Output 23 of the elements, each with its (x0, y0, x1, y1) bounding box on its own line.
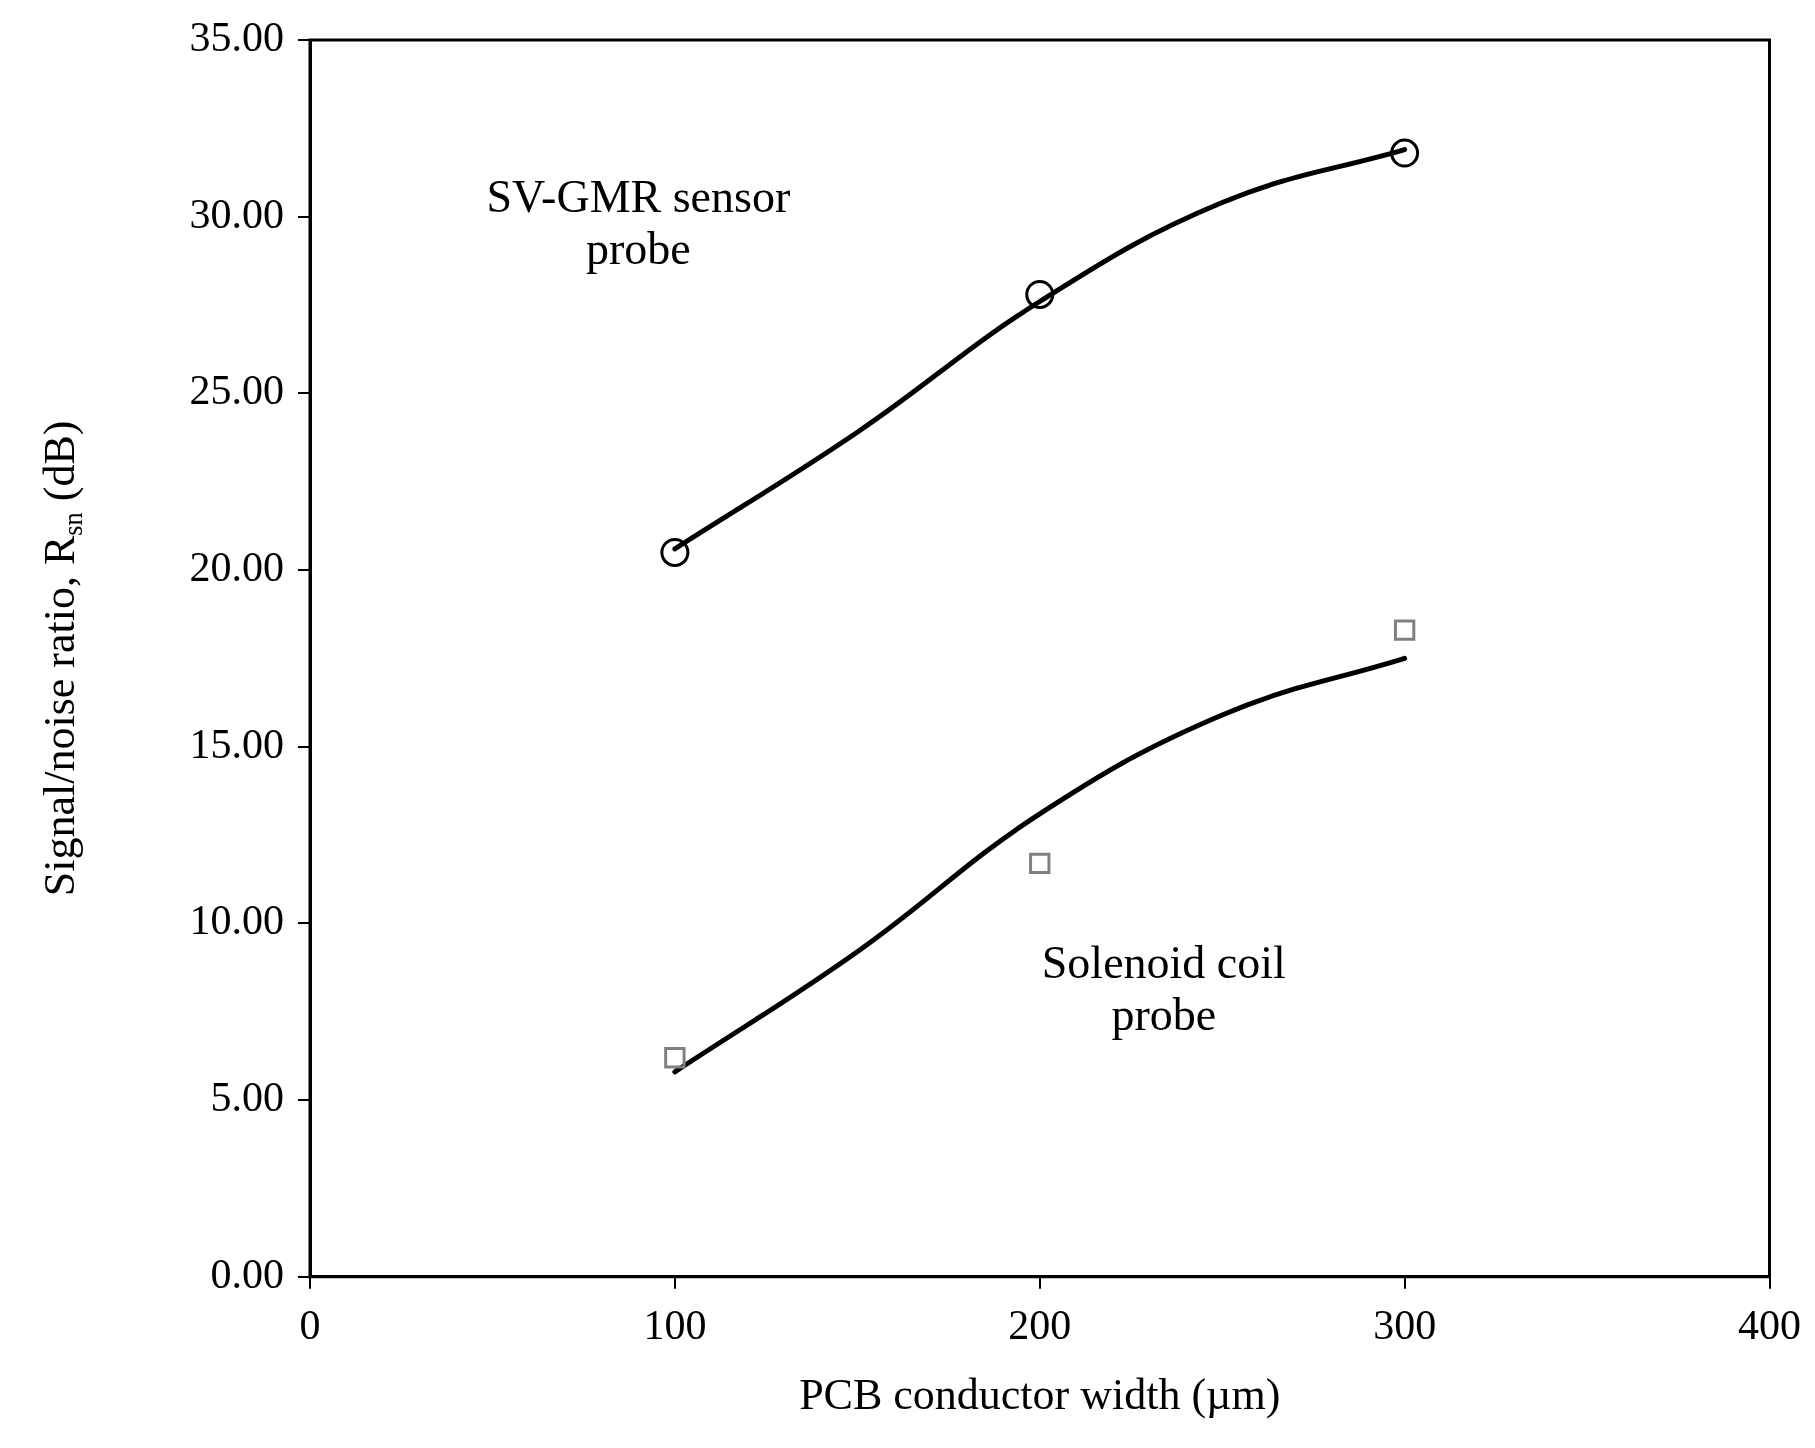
y-tick-label: 0.00 (210, 1250, 284, 1297)
x-tick-label: 300 (1373, 1302, 1437, 1349)
annotation: Solenoid coil probe (1041, 937, 1286, 1041)
point (1025, 279, 1055, 309)
y-tick-label: 10.00 (189, 897, 284, 944)
point (1393, 619, 1416, 641)
point (1390, 138, 1420, 168)
y-tick-label: 5.00 (210, 1074, 284, 1121)
x-tick-label: 100 (643, 1302, 707, 1349)
y-tick-label: 30.00 (189, 190, 284, 237)
y-tick-label: 20.00 (189, 544, 284, 591)
point (664, 1047, 686, 1069)
y-tick-label: 35.00 (189, 14, 284, 61)
y-tick-label: 25.00 (189, 367, 284, 414)
annotation: SV-GMR sensor probe (486, 170, 791, 274)
x-tick-label: 400 (1738, 1302, 1801, 1349)
point (1029, 852, 1051, 875)
x-tick-label: 200 (1008, 1302, 1072, 1349)
point (660, 537, 690, 567)
x-axis-title: PCB conductor width (µm) (799, 1370, 1281, 1420)
y-axis-title: Signal/noise ratio, Rsn (dB) (34, 420, 89, 897)
y-tick-label: 15.00 (189, 720, 284, 767)
x-tick-label: 0 (299, 1302, 321, 1349)
